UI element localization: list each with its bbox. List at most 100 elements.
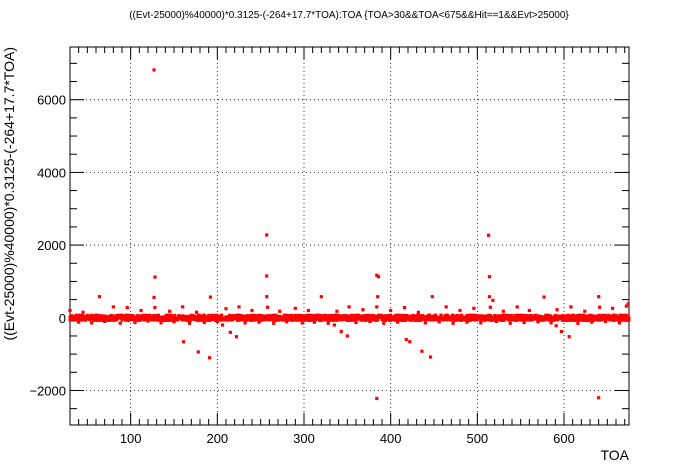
band-marker	[287, 316, 291, 320]
chart-title: ((Evt-25000)%40000)*0.3125-(-264+17.7*TO…	[129, 10, 569, 21]
data-point	[207, 356, 212, 360]
data-point	[567, 335, 571, 339]
band-marker	[255, 316, 259, 320]
data-point	[237, 305, 241, 309]
band-marker	[361, 317, 365, 321]
band-marker	[319, 318, 323, 322]
band-marker	[278, 317, 282, 321]
x-tick-label: 500	[466, 431, 488, 446]
band-marker	[240, 318, 244, 322]
band-marker	[431, 314, 435, 318]
band-marker	[262, 317, 266, 321]
y-tick-label: −2000	[29, 383, 66, 398]
band-marker	[627, 316, 631, 320]
band-marker	[257, 317, 261, 321]
band-marker	[572, 313, 576, 317]
band-marker	[167, 314, 171, 318]
band-marker	[224, 315, 228, 319]
data-point	[293, 306, 297, 310]
data-point	[437, 320, 441, 324]
band-marker	[260, 314, 264, 318]
band-marker	[612, 318, 616, 322]
data-point	[549, 321, 553, 325]
band-marker	[143, 313, 147, 317]
band-marker	[217, 317, 221, 321]
band-marker	[247, 314, 251, 318]
data-point	[77, 320, 81, 324]
band-marker	[474, 316, 478, 320]
data-point	[257, 320, 261, 324]
band-marker	[110, 314, 114, 318]
plot-frame	[69, 46, 630, 426]
band-marker	[562, 318, 566, 322]
band-marker	[587, 317, 591, 321]
band-marker	[459, 316, 463, 320]
band-marker	[296, 318, 300, 322]
band-marker	[112, 318, 116, 322]
band-marker	[102, 314, 106, 318]
band-marker	[466, 315, 470, 319]
band-marker	[298, 316, 302, 320]
band-marker	[610, 315, 614, 319]
data-point	[265, 274, 269, 278]
data-points	[68, 68, 630, 401]
data-point	[375, 396, 379, 401]
band-marker	[615, 314, 619, 318]
band-marker	[475, 318, 479, 322]
grid-lines	[70, 47, 629, 425]
band-marker	[299, 314, 303, 318]
data-point	[285, 320, 289, 324]
band-marker	[381, 314, 385, 318]
band-marker	[617, 316, 621, 320]
data-point	[215, 319, 219, 324]
band-marker	[124, 313, 128, 317]
data-point	[408, 340, 412, 344]
band-marker	[184, 314, 188, 318]
y-tick-label: 2000	[37, 238, 66, 253]
data-point	[626, 302, 630, 306]
band-marker	[526, 317, 530, 321]
data-point	[382, 321, 386, 325]
data-point	[188, 321, 192, 325]
data-point	[597, 305, 602, 309]
band-marker	[514, 319, 518, 323]
data-point	[501, 309, 505, 313]
band-marker	[196, 315, 200, 319]
data-point	[243, 321, 247, 325]
data-point	[375, 305, 379, 309]
band-marker	[236, 315, 240, 319]
band-marker	[537, 316, 541, 320]
band-marker	[445, 318, 449, 322]
band-marker	[434, 313, 438, 317]
band-marker	[379, 313, 383, 317]
band-marker	[499, 318, 503, 322]
band-marker	[312, 317, 316, 321]
band-marker	[365, 313, 369, 317]
data-point	[335, 309, 339, 313]
x-axis-label: TOA	[600, 447, 629, 463]
band-marker	[137, 314, 141, 318]
data-point	[172, 320, 176, 324]
data-point	[153, 306, 157, 310]
band-marker	[451, 313, 455, 317]
data-point	[354, 320, 358, 325]
band-marker	[465, 317, 469, 321]
band-marker	[148, 313, 152, 317]
band-marker	[382, 318, 386, 322]
band-marker	[387, 314, 391, 318]
data-point	[125, 306, 129, 310]
data-point	[152, 295, 156, 300]
band-marker	[134, 318, 138, 322]
band-marker	[567, 313, 571, 317]
x-tick-label: 100	[120, 431, 142, 446]
band-marker	[229, 314, 233, 318]
band-marker	[127, 313, 131, 317]
data-point	[536, 320, 540, 324]
band-marker	[455, 313, 459, 317]
data-point	[458, 308, 462, 313]
x-tick-label: 300	[293, 431, 315, 446]
band-marker	[375, 315, 379, 319]
band-marker	[493, 314, 497, 318]
data-point	[347, 305, 351, 309]
